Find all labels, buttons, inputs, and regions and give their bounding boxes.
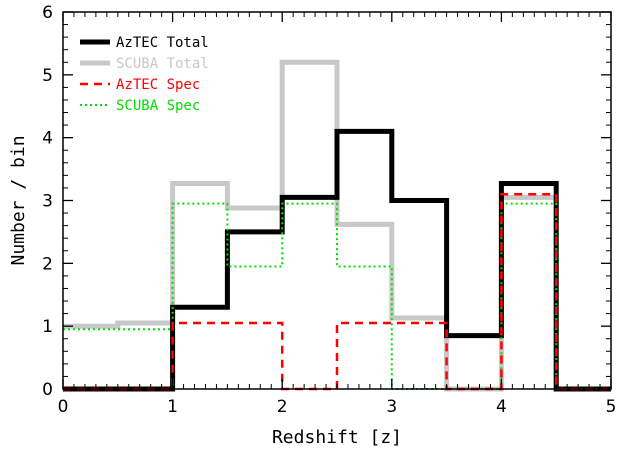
x-tick-label: 3 (386, 397, 397, 417)
y-tick-label: 2 (42, 254, 53, 274)
y-tick-label: 3 (42, 192, 53, 212)
x-tick-label: 4 (496, 397, 507, 417)
x-tick-label: 2 (277, 397, 288, 417)
data-layer (63, 59, 611, 392)
x-tick-label: 5 (606, 397, 617, 417)
y-tick-label: 6 (42, 3, 53, 23)
y-tick-label: 0 (42, 380, 53, 400)
series-scuba-spec-line (63, 202, 611, 390)
legend-label-scuba-total: SCUBA Total (116, 56, 209, 72)
y-tick-label: 1 (42, 317, 53, 337)
legend: AzTEC Total SCUBA Total AzTEC Spec SCUBA Sp… (80, 35, 209, 114)
x-tick-label: 0 (58, 397, 69, 417)
series-aztec-total-line (63, 128, 611, 392)
y-tick-label: 4 (42, 129, 53, 149)
series-aztec-spec-line (63, 192, 611, 391)
x-axis-label: Redshift [z] (272, 427, 402, 448)
legend-label-aztec-spec: AzTEC Spec (116, 77, 200, 93)
legend-label-scuba-spec: SCUBA Spec (116, 98, 200, 114)
y-tick-label: 5 (42, 66, 53, 86)
axes-layer: 0 1 2 3 4 5 0 1 2 3 4 5 6 (42, 3, 616, 417)
y-axis-label: Number / bin (8, 135, 29, 265)
x-tick-label: 1 (167, 397, 178, 417)
legend-label-aztec-total: AzTEC Total (116, 35, 209, 51)
